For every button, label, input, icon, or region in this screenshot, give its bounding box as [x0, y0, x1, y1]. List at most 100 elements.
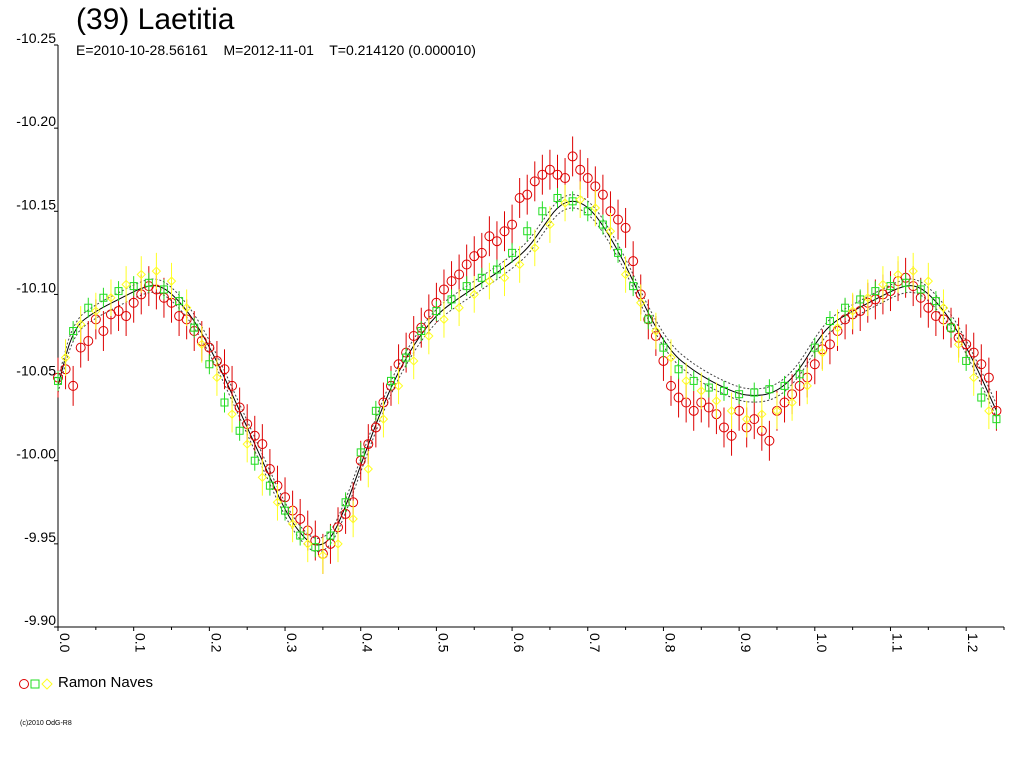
data-point-square	[795, 370, 804, 379]
data-point-diamond	[136, 269, 146, 280]
x-tick-label: 0.6	[511, 633, 527, 653]
data-point-square	[114, 287, 123, 296]
data-point-circle	[718, 422, 729, 433]
data-point-diamond	[408, 356, 419, 366]
data-point-circle	[128, 297, 139, 308]
data-point-square	[220, 398, 229, 407]
data-point-square	[674, 365, 683, 374]
data-point-square	[386, 376, 395, 385]
fit-curve	[57, 200, 997, 546]
data-point-circle	[68, 380, 79, 391]
data-point-circle	[983, 372, 994, 383]
data-point-square	[462, 282, 471, 291]
data-point-square	[492, 265, 501, 274]
data-point-square	[523, 227, 532, 236]
legend-markers	[19, 678, 53, 690]
x-tick-label: 0.1	[133, 633, 149, 653]
data-point-square	[871, 287, 880, 296]
x-tick-label: 0.8	[662, 633, 678, 653]
data-point-circle	[363, 439, 374, 450]
data-point-diamond	[560, 198, 570, 208]
chart-subtitle: E=2010-10-28.56161 M=2012-11-01 T=0.2141…	[76, 42, 476, 58]
data-point-square	[765, 385, 774, 394]
data-point-circle	[575, 164, 586, 175]
data-point-diamond	[530, 243, 540, 253]
data-point-diamond	[348, 514, 358, 524]
data-point-circle	[560, 173, 571, 184]
data-point-diamond	[242, 439, 252, 449]
data-point-diamond	[212, 372, 222, 383]
chart-title: (39) Laetitia	[76, 3, 235, 36]
data-point-square	[568, 197, 577, 206]
x-tick-label: 0.5	[435, 633, 451, 653]
data-point-square	[962, 356, 971, 365]
data-point-circle	[968, 347, 979, 358]
data-point-circle	[923, 302, 934, 313]
data-points-layer	[53, 136, 1002, 574]
data-point-circle	[537, 169, 548, 180]
data-point-square	[356, 448, 365, 457]
data-point-square	[825, 317, 834, 326]
data-point-circle	[98, 326, 109, 337]
data-point-circle	[582, 173, 593, 184]
data-point-circle	[438, 284, 449, 295]
data-point-square	[250, 456, 259, 465]
data-point-square	[296, 531, 305, 540]
data-point-circle	[613, 214, 624, 225]
data-point-diamond	[393, 381, 404, 391]
data-point-circle	[257, 439, 268, 450]
data-point-diamond	[469, 289, 479, 300]
data-point-circle	[666, 380, 677, 391]
data-point-diamond	[757, 409, 767, 419]
data-point-square	[810, 343, 819, 352]
data-point-diamond	[984, 406, 994, 416]
data-point-circle	[529, 176, 540, 187]
data-point-diamond	[257, 472, 268, 483]
x-tick-label: 0.4	[360, 633, 376, 653]
data-point-diamond	[91, 306, 101, 316]
data-point-diamond	[908, 266, 918, 276]
copyright-note: (c)2010 OdG-R8	[20, 720, 72, 727]
data-point-circle	[75, 342, 86, 353]
data-point-square	[719, 386, 728, 395]
data-point-circle	[764, 435, 775, 446]
data-point-square	[265, 481, 274, 490]
data-point-square	[144, 278, 153, 287]
data-point-square	[538, 207, 547, 216]
data-point-circle	[976, 359, 987, 370]
x-tick-label: 0.9	[738, 633, 754, 653]
data-point-diamond	[287, 519, 298, 529]
data-point-square	[371, 406, 380, 415]
data-point-diamond	[499, 273, 510, 283]
data-point-diamond	[953, 339, 964, 350]
data-point-diamond	[893, 269, 903, 280]
data-point-square	[704, 383, 713, 392]
data-point-diamond	[590, 203, 601, 213]
data-point-square	[780, 381, 789, 390]
data-point-diamond	[620, 269, 631, 280]
data-point-diamond	[151, 266, 162, 276]
data-point-square	[553, 193, 562, 202]
data-point-diamond	[333, 539, 343, 549]
data-point-square	[659, 343, 668, 352]
axes-layer: -10.25 -10.20 -10.15 -10.10 -10.05 -10.00 -9.9…	[16, 30, 1005, 653]
data-point-square	[69, 327, 78, 336]
data-point-square	[886, 282, 895, 291]
data-point-diamond	[272, 497, 283, 507]
data-point-diamond	[696, 386, 706, 396]
data-point-diamond	[832, 322, 843, 333]
data-point-diamond	[772, 406, 782, 416]
data-point-diamond	[166, 276, 177, 286]
data-point-square	[84, 303, 93, 312]
data-point-diamond	[181, 303, 192, 313]
data-point-diamond	[787, 397, 797, 408]
lightcurve-chart: -10.25 -10.20 -10.15 -10.10 -10.05 -10.00 -9.9…	[16, 30, 1005, 653]
data-point-circle	[408, 331, 419, 341]
data-point-diamond	[863, 293, 873, 303]
data-point-diamond	[726, 406, 737, 416]
fit-curve-layer	[57, 194, 997, 553]
data-point-circle	[295, 513, 306, 524]
y-tick-label: -10.10	[16, 279, 56, 295]
data-point-diamond	[802, 381, 812, 391]
data-point-square	[175, 297, 184, 306]
